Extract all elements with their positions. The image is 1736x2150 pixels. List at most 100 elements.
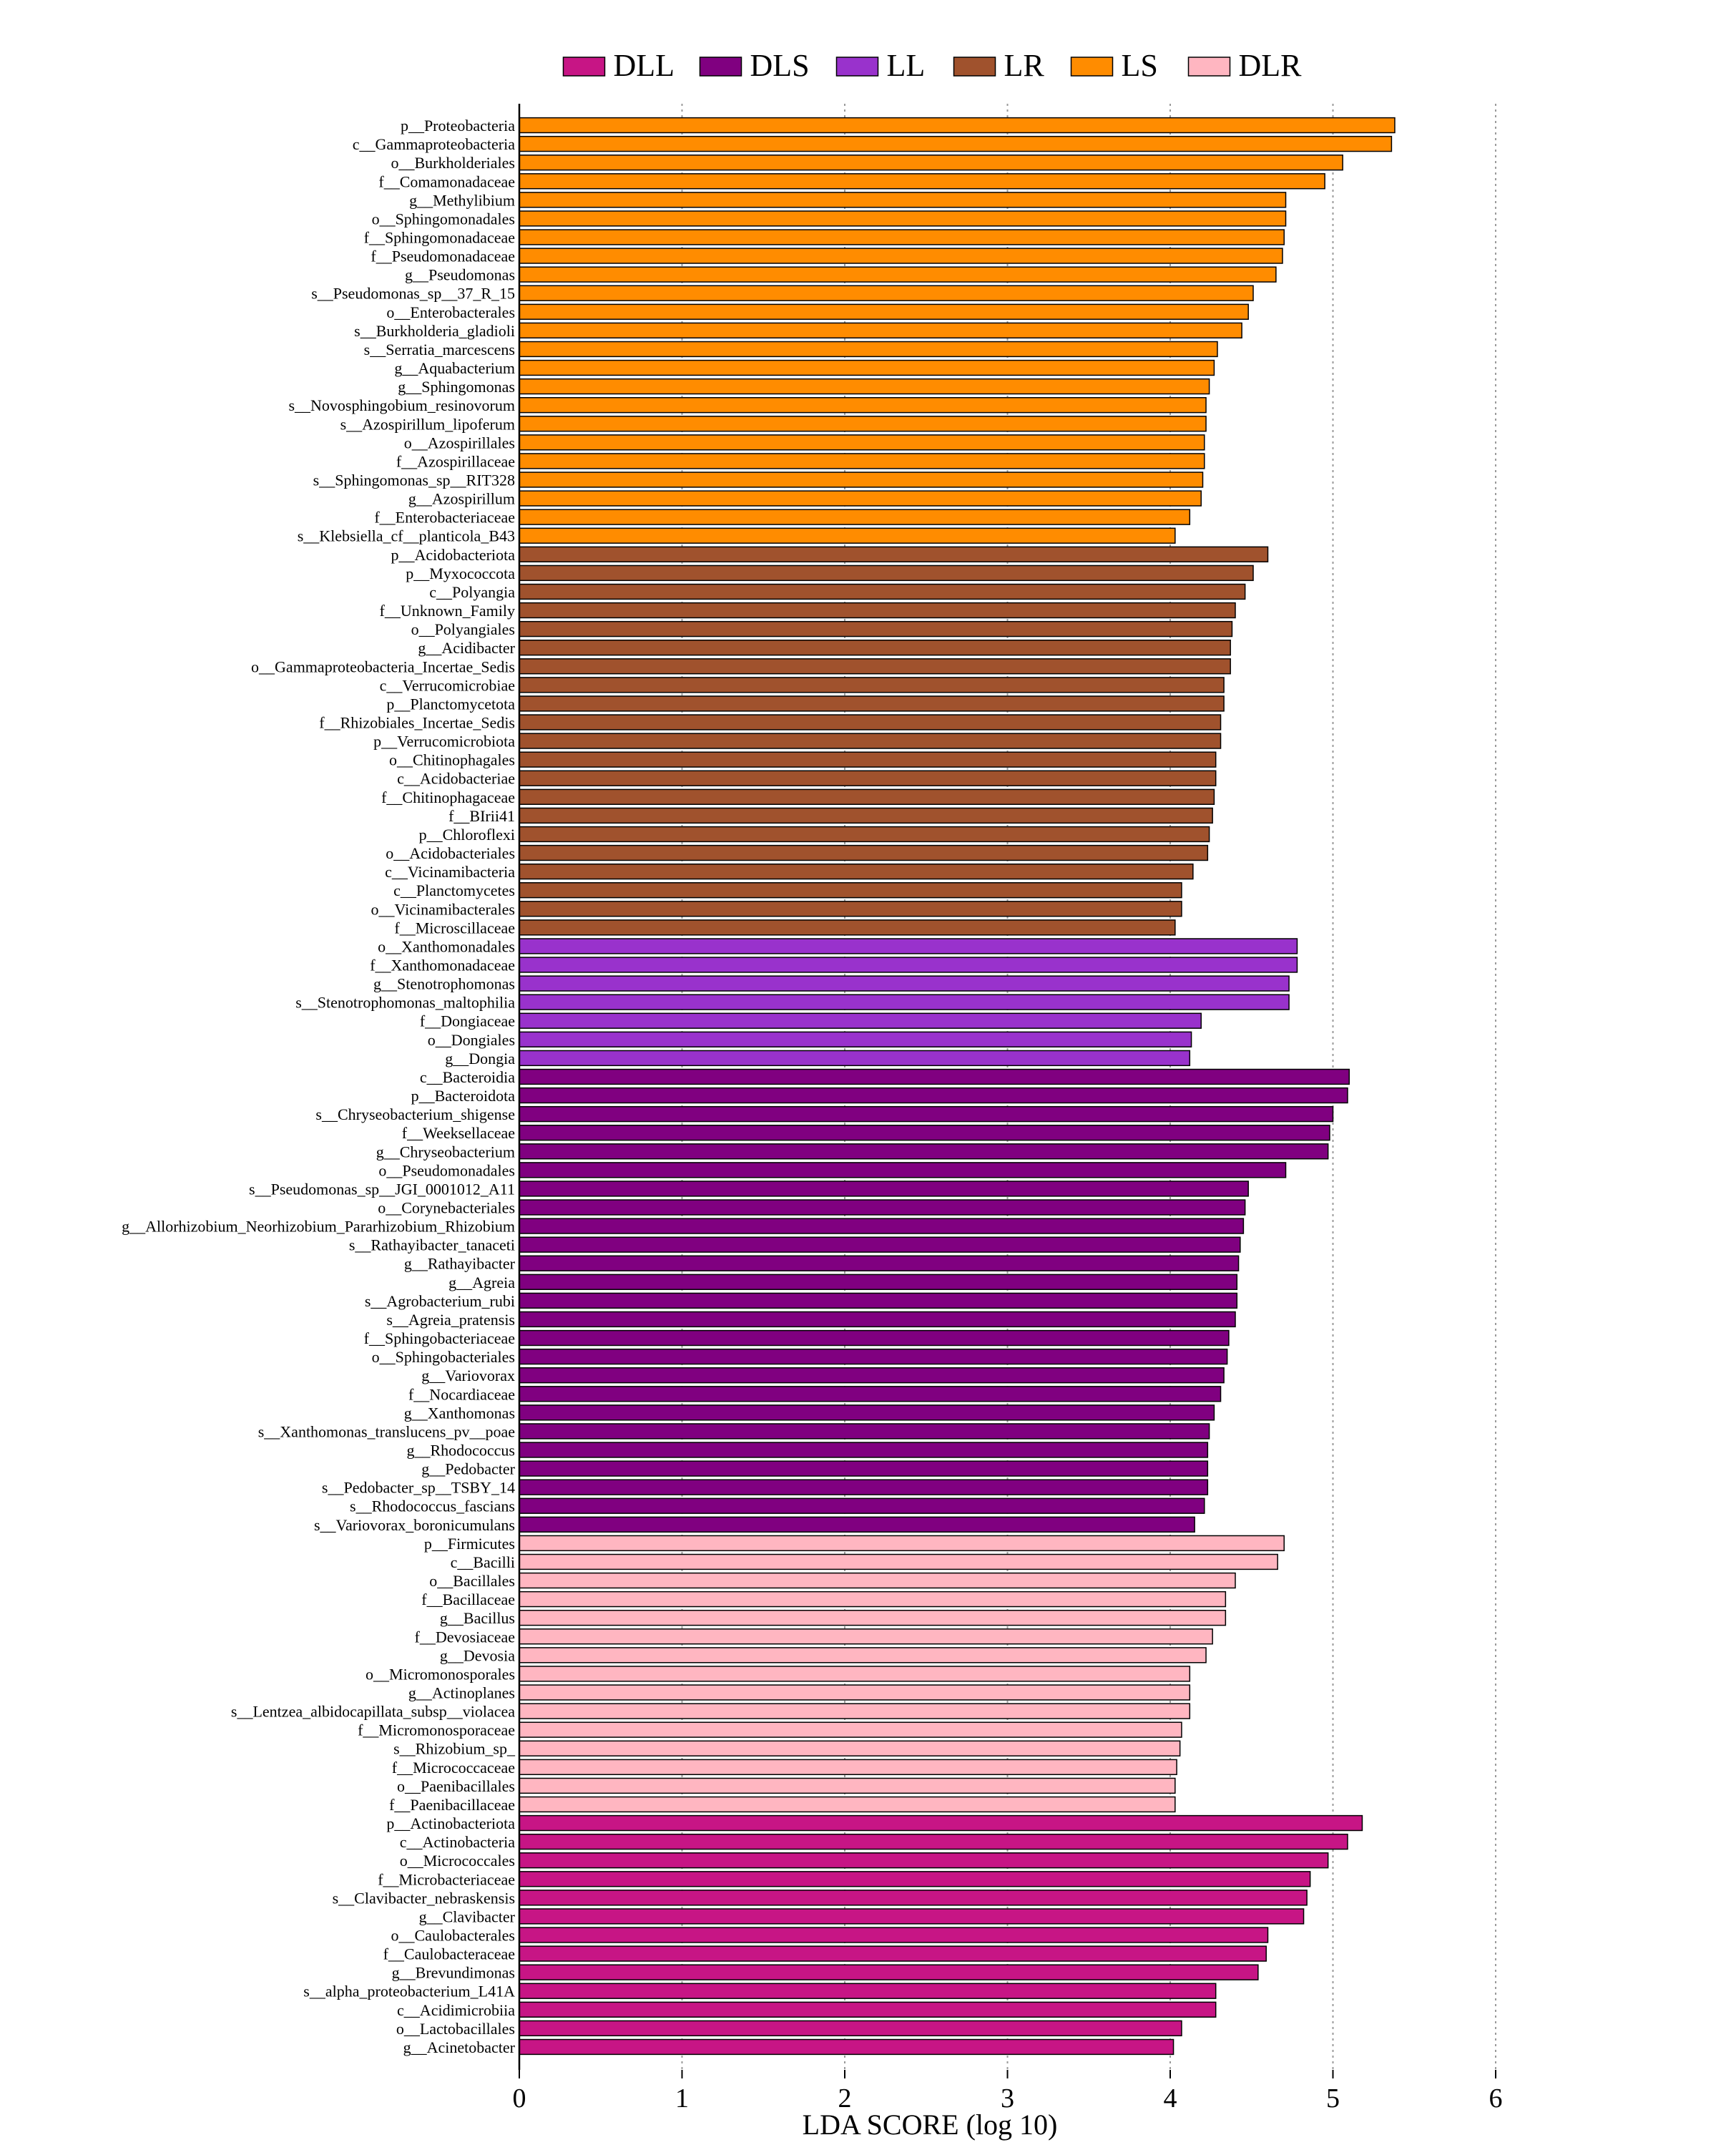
- bar-label: s__Stenotrophomonas_maltophilia: [295, 994, 515, 1012]
- bar-label: c__Planctomycetes: [393, 881, 515, 899]
- bar: [519, 844, 1209, 861]
- bar-label: o__Chitinophagales: [389, 751, 515, 769]
- bar-label: f__Micromonosporaceae: [358, 1721, 515, 1739]
- bar: [519, 1666, 1191, 1682]
- bar-label: f__Enterobacteriaceae: [374, 509, 515, 527]
- bar: [519, 1012, 1202, 1029]
- bar: [519, 882, 1182, 899]
- bar-label: s__Pedobacter_sp__TSBY_14: [322, 1479, 515, 1497]
- bar: [519, 2020, 1182, 2037]
- bar: [519, 546, 1269, 562]
- bar-label: f__Weeksellaceae: [402, 1124, 515, 1142]
- bar-label: o__Pseudomonadales: [378, 1161, 515, 1179]
- bar: [519, 266, 1277, 283]
- bar: [519, 1236, 1241, 1253]
- bar-label: g__Allorhizobium_Neorhizobium_Pararhizob…: [122, 1218, 515, 1236]
- bar: [519, 210, 1287, 227]
- bar-label: g__Variovorax: [421, 1367, 515, 1384]
- bar-label: s__alpha_proteobacterium_L41A: [303, 1983, 515, 2000]
- bar: [519, 1908, 1305, 1925]
- bar-label: f__Paenibacillaceae: [389, 1796, 515, 1814]
- label-layer: p__Proteobacteriac__Gammaproteobacteriao…: [122, 117, 516, 2056]
- bar-label: s__Rathayibacter_tanaceti: [349, 1236, 515, 1254]
- x-tick-label: 3: [1001, 2083, 1014, 2114]
- bar: [519, 322, 1242, 339]
- bar: [519, 807, 1213, 824]
- bar-label: c__Acidimicrobiia: [397, 2001, 515, 2019]
- bar-label: s__Pseudomonas_sp__37_R_15: [311, 285, 515, 303]
- bar: [519, 1572, 1236, 1589]
- legend: DLL DLS LL LR LS DLR: [562, 48, 1303, 83]
- bar: [519, 453, 1205, 469]
- bar-label: s__Rhizobium_sp_: [393, 1740, 516, 1758]
- bar: [519, 1647, 1207, 1663]
- bar-label: o__Burkholderiales: [391, 154, 515, 172]
- bar-label: g__Pedobacter: [421, 1460, 515, 1478]
- bar: [519, 1367, 1225, 1384]
- bar: [519, 602, 1236, 619]
- bar: [519, 1479, 1209, 1495]
- bar-label: o__Xanthomonadales: [378, 937, 515, 955]
- bar: [519, 303, 1249, 320]
- bar: [519, 1329, 1230, 1347]
- bar: [519, 135, 1393, 152]
- bar: [519, 919, 1176, 936]
- bar: [519, 1105, 1334, 1123]
- bar-label: o__Paenibacillales: [397, 1777, 515, 1795]
- bar-label: s__Serratia_marcescens: [364, 341, 515, 358]
- bar-label: p__Proteobacteria: [401, 117, 515, 135]
- bar-label: c__Gammaproteobacteria: [353, 135, 515, 153]
- bar-label: s__Azospirillum_lipoferum: [340, 415, 515, 433]
- bar-label: f__Sphingobacteriaceae: [364, 1329, 515, 1347]
- bar-label: g__Acidibacter: [418, 639, 515, 657]
- bar: [519, 1292, 1238, 1309]
- bar-label: f__Devosiaceae: [415, 1628, 515, 1646]
- legend-label: DLR: [1239, 48, 1303, 83]
- bar: [519, 1274, 1238, 1290]
- bar: [519, 248, 1283, 264]
- x-axis-title: LDA SCORE (log 10): [803, 2109, 1058, 2141]
- bar-label: o__Enterobacterales: [386, 303, 515, 321]
- bar-label: g__Aquabacterium: [394, 359, 515, 377]
- bar: [519, 1740, 1181, 1756]
- bar-label: p__Bacteroidota: [411, 1087, 516, 1105]
- bar-label: g__Azospirillum: [408, 490, 515, 508]
- bar: [519, 677, 1225, 693]
- legend-swatch: [562, 57, 606, 77]
- bar-label: g__Stenotrophomonas: [373, 975, 515, 993]
- bar: [519, 640, 1231, 656]
- bar-label: f__Dongiaceae: [420, 1012, 515, 1030]
- bar: [519, 1199, 1246, 1216]
- bar-label: p__Verrucomicrobiota: [373, 733, 515, 751]
- legend-label: DLS: [750, 48, 810, 83]
- bar: [519, 1348, 1228, 1365]
- bar: [519, 378, 1210, 395]
- bar-label: f__Sphingomonadaceae: [364, 229, 515, 247]
- bar: [519, 397, 1207, 414]
- bar: [519, 192, 1287, 208]
- bar: [519, 341, 1218, 358]
- bar-label: s__Clavibacter_nebraskensis: [333, 1889, 515, 1907]
- bar: [519, 1983, 1217, 1999]
- bar: [519, 1068, 1350, 1085]
- bar: [519, 285, 1254, 301]
- bar-label: f__Microbacteriaceae: [378, 1870, 515, 1888]
- bar-label: g__Dongia: [445, 1050, 515, 1067]
- x-tick-label: 6: [1489, 2083, 1503, 2114]
- bar: [519, 1703, 1191, 1719]
- bar: [519, 1050, 1191, 1067]
- x-tick-label: 4: [1164, 2083, 1177, 2114]
- bar-label: o__Vicinamibacterales: [371, 900, 515, 918]
- legend-swatch: [835, 57, 879, 77]
- bar: [519, 1684, 1191, 1701]
- bar: [519, 434, 1205, 451]
- bar: [519, 1442, 1209, 1458]
- bar-label: g__Acinetobacter: [403, 2038, 516, 2056]
- bar-label: p__Chloroflexi: [419, 826, 515, 844]
- bar: [519, 1125, 1330, 1141]
- bar-label: o__Sphingobacteriales: [372, 1348, 515, 1366]
- bar-label: s__Sphingomonas_sp__RIT328: [313, 471, 515, 489]
- bar-label: p__Acidobacteriota: [391, 546, 516, 564]
- bar: [519, 1143, 1329, 1160]
- bar-label: o__Sphingomonadales: [372, 210, 515, 228]
